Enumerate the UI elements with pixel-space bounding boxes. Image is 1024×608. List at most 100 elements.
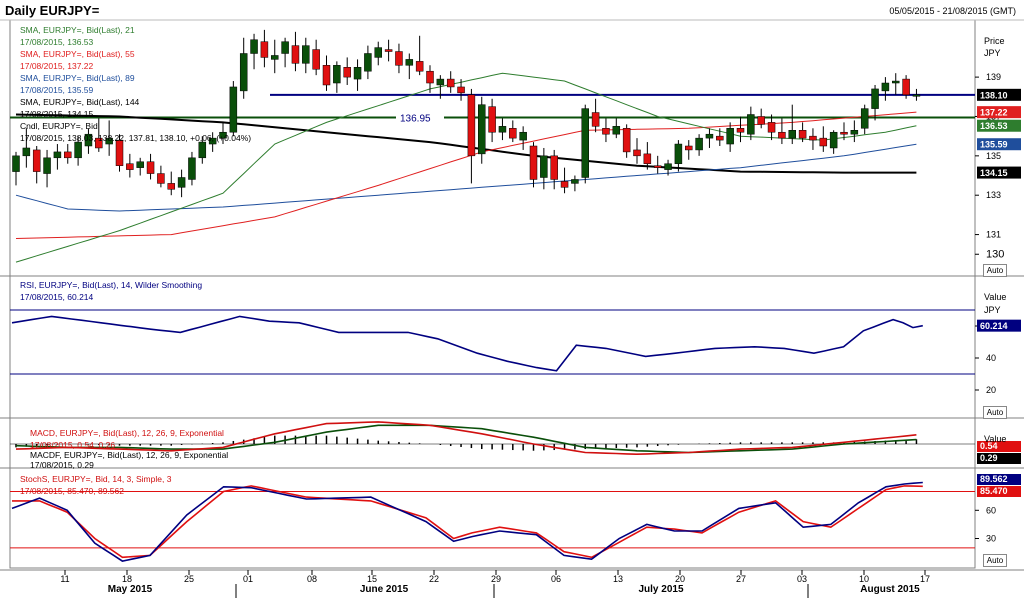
candle-bear xyxy=(115,139,124,166)
price-tick-label: 139 xyxy=(986,72,1001,82)
candle-bear xyxy=(95,137,103,149)
candle-bear xyxy=(602,128,610,135)
rsi-tick-label: 20 xyxy=(986,385,996,395)
price-legend-entry: SMA, EURJPY=, Bid(Last), 89 xyxy=(20,73,135,83)
macd-axis-title: Value xyxy=(984,434,1007,444)
candle-bull xyxy=(436,78,445,86)
candle-bull xyxy=(664,163,672,170)
candle-bull xyxy=(478,104,486,155)
candle-bull xyxy=(705,133,714,139)
support-line-label: 136.95 xyxy=(400,113,431,124)
candle-bear xyxy=(643,153,652,164)
candle-bear xyxy=(798,130,807,139)
rsi-legend-line2: 17/08/2015, 60.214 xyxy=(20,292,94,302)
rsi-legend: RSI, EURJPY=, Bid(Last), 14, Wilder Smoo… xyxy=(20,279,202,303)
candle-bear xyxy=(757,116,765,125)
candle-bear xyxy=(685,145,693,151)
candle-bull xyxy=(22,147,31,157)
x-day-label: 29 xyxy=(491,574,501,584)
sma21-line xyxy=(15,72,917,263)
candle-bear xyxy=(509,128,517,139)
macd-legend: MACD, EURJPY=, Bid(Last), 12, 26, 9, Exp… xyxy=(30,427,228,475)
support-label-bg xyxy=(396,111,444,124)
candle-bull xyxy=(229,86,238,133)
x-day-label: 11 xyxy=(60,574,69,584)
candle-bear xyxy=(467,94,476,157)
candle-bull xyxy=(198,141,207,159)
candle-bull xyxy=(571,179,579,184)
rsi-axis-title: Value xyxy=(984,292,1007,302)
candle-bull xyxy=(498,126,507,133)
x-month-label: August 2015 xyxy=(860,584,920,595)
stoch-badge xyxy=(977,474,1021,485)
rsi-auto-button[interactable]: Auto xyxy=(983,406,1007,419)
candle-bear xyxy=(64,151,72,159)
candle-bear xyxy=(260,41,269,58)
candle-bear xyxy=(633,149,641,157)
candle-bear xyxy=(653,165,662,168)
candle-bull xyxy=(788,130,796,139)
price-legend-entry: Cndl, EURJPY=, Bid xyxy=(20,121,98,131)
price-badge-label: 134.15 xyxy=(980,168,1008,178)
x-day-label: 20 xyxy=(675,574,685,584)
candle-bear xyxy=(488,106,496,133)
price-legend-entry: SMA, EURJPY=, Bid(Last), 144 xyxy=(20,97,140,107)
price-legend-value: 17/08/2015, 138.03, 138.22, 137.81, 138.… xyxy=(20,133,252,143)
candle-bear xyxy=(426,70,434,84)
candle-bull xyxy=(726,128,734,145)
price-badge xyxy=(977,88,1021,101)
macd-badge-label: 0.29 xyxy=(980,453,998,463)
x-day-label: 18 xyxy=(122,574,132,584)
price-auto-button[interactable]: Auto xyxy=(983,264,1007,277)
candle-bear xyxy=(415,61,424,72)
candle-bull xyxy=(540,155,548,178)
macd-line xyxy=(15,421,917,456)
chart-title: Daily EURJPY= xyxy=(5,3,100,18)
price-legend-value: 17/08/2015, 136.53 xyxy=(20,37,94,47)
candle-bull xyxy=(239,53,248,92)
price-badge xyxy=(977,119,1021,132)
price-legend-entry: SMA, EURJPY=, Bid(Last), 55 xyxy=(20,49,135,59)
candle-bear xyxy=(809,135,817,141)
price-badge-label: 137.22 xyxy=(980,108,1008,118)
x-day-label: 08 xyxy=(307,574,317,584)
macd-legend-line1: MACD, EURJPY=, Bid(Last), 12, 26, 9, Exp… xyxy=(30,428,224,438)
candle-bull xyxy=(674,143,683,164)
candle-bear xyxy=(767,122,776,133)
price-axis-unit: JPY xyxy=(984,48,1001,58)
rsi-badge xyxy=(977,319,1021,332)
candle-bear xyxy=(591,112,600,127)
candle-bull xyxy=(829,131,838,149)
candle-bear xyxy=(157,173,165,184)
x-day-label: 06 xyxy=(551,574,561,584)
candle-bull xyxy=(208,137,217,145)
stoch-tick-label: 60 xyxy=(986,505,996,515)
candle-bear xyxy=(457,86,465,94)
candle-bull xyxy=(105,137,113,145)
price-tick-label: 135 xyxy=(986,151,1001,161)
candle-bull xyxy=(850,130,859,135)
candle-bull xyxy=(519,131,527,141)
candle-bear xyxy=(550,155,558,180)
candle-bull xyxy=(581,108,589,178)
candle-bear xyxy=(395,51,403,66)
x-day-label: 01 xyxy=(243,574,253,584)
x-day-label: 03 xyxy=(797,574,807,584)
price-badge xyxy=(977,138,1021,151)
candle-bull xyxy=(271,55,279,60)
candle-bull xyxy=(747,114,755,135)
macd-legend-line1b: 17/08/2015, 0.54, 0.26 xyxy=(30,440,116,450)
candle-bull xyxy=(281,41,289,54)
candle-bear xyxy=(146,161,155,174)
candle-bull xyxy=(12,155,20,172)
sma144-line xyxy=(15,113,917,174)
candle-bear xyxy=(736,128,745,133)
candle-bull xyxy=(250,39,258,54)
candle-bull xyxy=(881,82,890,92)
price-badge-label: 136.53 xyxy=(980,121,1008,131)
candle-bull xyxy=(219,131,227,139)
price-badge-label: 138.10 xyxy=(980,90,1008,100)
stoch-auto-button[interactable]: Auto xyxy=(983,554,1007,567)
x-day-label: 27 xyxy=(736,574,746,584)
